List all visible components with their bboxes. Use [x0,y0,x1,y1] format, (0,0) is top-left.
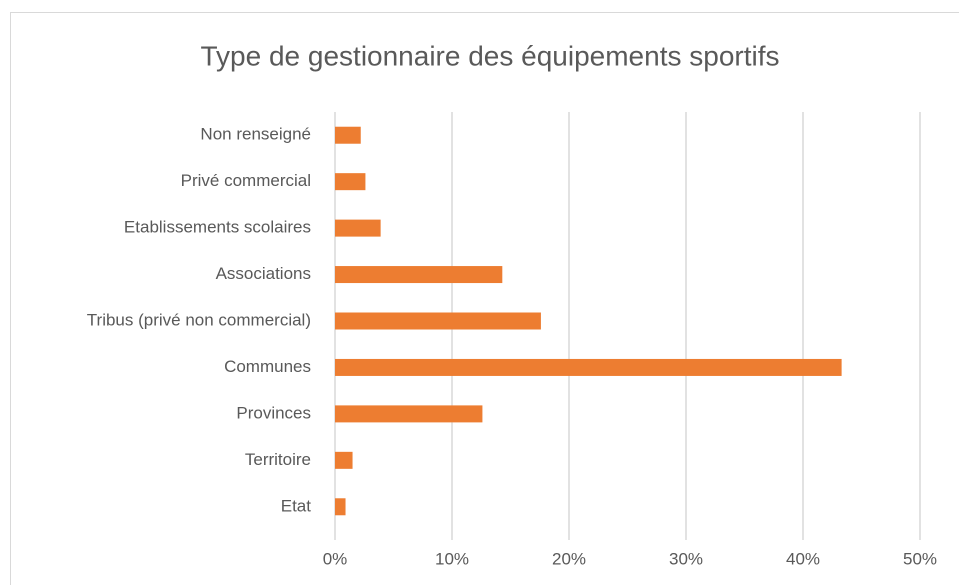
bar [335,312,541,330]
bar [335,498,346,516]
bar [335,451,353,469]
bar [335,126,361,144]
bar [335,173,366,191]
y-tick-label: Territoire [245,450,311,469]
bar [335,358,842,376]
bar [335,266,503,284]
x-tick-label: 10% [435,549,469,568]
y-tick-label: Communes [224,357,311,376]
y-tick-label: Privé commercial [181,171,311,190]
y-tick-label: Non renseigné [200,125,311,144]
y-tick-label: Provinces [236,403,311,422]
y-tick-label: Etat [281,496,312,515]
bar [335,405,483,423]
y-tick-label: Tribus (privé non commercial) [87,310,311,329]
bar [335,219,381,237]
x-tick-label: 40% [786,549,820,568]
chart-title: Type de gestionnaire des équipements spo… [200,40,779,71]
y-tick-label: Associations [216,264,311,283]
x-tick-label: 0% [323,549,348,568]
chart-frame [10,12,959,585]
x-tick-label: 30% [669,549,703,568]
y-tick-label: Etablissements scolaires [124,218,311,237]
x-tick-label: 50% [903,549,937,568]
x-tick-label: 20% [552,549,586,568]
